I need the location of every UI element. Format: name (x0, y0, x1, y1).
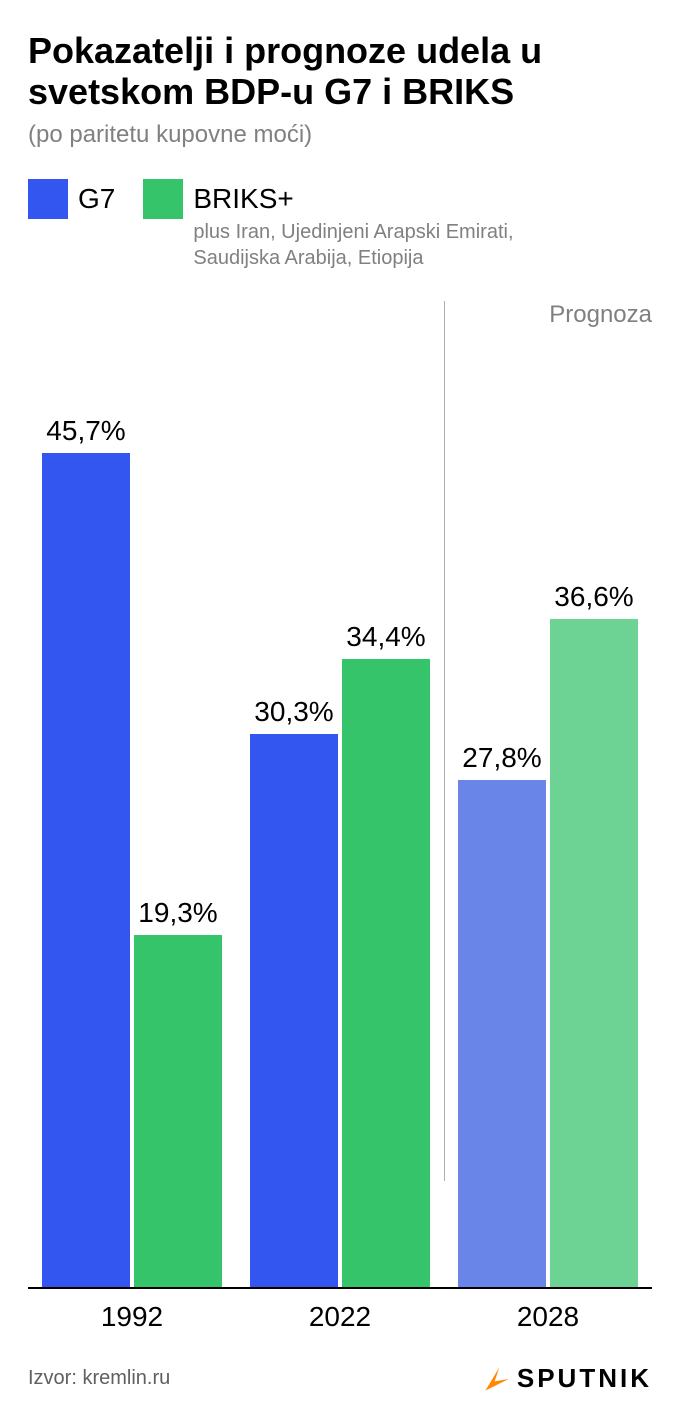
year-group: 30,3% 34,4% (250, 621, 430, 1287)
bar (342, 659, 430, 1287)
bar-column: 45,7% (42, 415, 130, 1287)
bar-value-label: 34,4% (346, 621, 425, 653)
chart-area: Prognoza 45,7% 19,3% 30,3% 34,4% 27,8% 36,6% (28, 301, 652, 1289)
x-axis-tick: 2028 (458, 1301, 638, 1333)
legend-item-g7: G7 (28, 179, 115, 219)
bar (550, 619, 638, 1287)
bar-value-label: 19,3% (138, 897, 217, 929)
bar-column: 27,8% (458, 742, 546, 1287)
bar-value-label: 30,3% (254, 696, 333, 728)
chart-title: Pokazatelji i prognoze udela u svetskom … (28, 30, 652, 113)
x-axis-tick: 1992 (42, 1301, 222, 1333)
bar-column: 34,4% (342, 621, 430, 1287)
bars-container: 45,7% 19,3% 30,3% 34,4% 27,8% 36,6% (28, 409, 652, 1289)
brand-text: SPUTNIK (517, 1363, 652, 1394)
legend: G7 BRIKS+ plus Iran, Ujedinjeni Arapski … (28, 179, 652, 271)
bar-value-label: 27,8% (462, 742, 541, 774)
bar-value-label: 45,7% (46, 415, 125, 447)
legend-item-briks: BRIKS+ plus Iran, Ujedinjeni Arapski Emi… (143, 179, 533, 271)
forecast-label: Prognoza (549, 301, 652, 329)
sputnik-icon (483, 1365, 511, 1393)
source-text: Izvor: kremlin.ru (28, 1367, 170, 1390)
x-axis: 1992 2022 2028 (28, 1301, 652, 1333)
bar (250, 734, 338, 1287)
bar-column: 36,6% (550, 581, 638, 1287)
footer: Izvor: kremlin.ru SPUTNIK (28, 1363, 652, 1394)
brand: SPUTNIK (483, 1363, 652, 1394)
year-group: 45,7% 19,3% (42, 415, 222, 1287)
bar-column: 30,3% (250, 696, 338, 1287)
x-axis-tick: 2022 (250, 1301, 430, 1333)
bar (42, 453, 130, 1287)
chart-subtitle: (po paritetu kupovne moći) (28, 121, 652, 149)
legend-sub-briks: plus Iran, Ujedinjeni Arapski Emirati, S… (193, 219, 533, 271)
legend-label-g7: G7 (78, 179, 115, 219)
bar (458, 780, 546, 1287)
legend-label-briks: BRIKS+ (193, 179, 533, 219)
bar-value-label: 36,6% (554, 581, 633, 613)
bar-column: 19,3% (134, 897, 222, 1287)
bar (134, 935, 222, 1287)
year-group: 27,8% 36,6% (458, 581, 638, 1287)
legend-swatch-briks (143, 179, 183, 219)
legend-swatch-g7 (28, 179, 68, 219)
